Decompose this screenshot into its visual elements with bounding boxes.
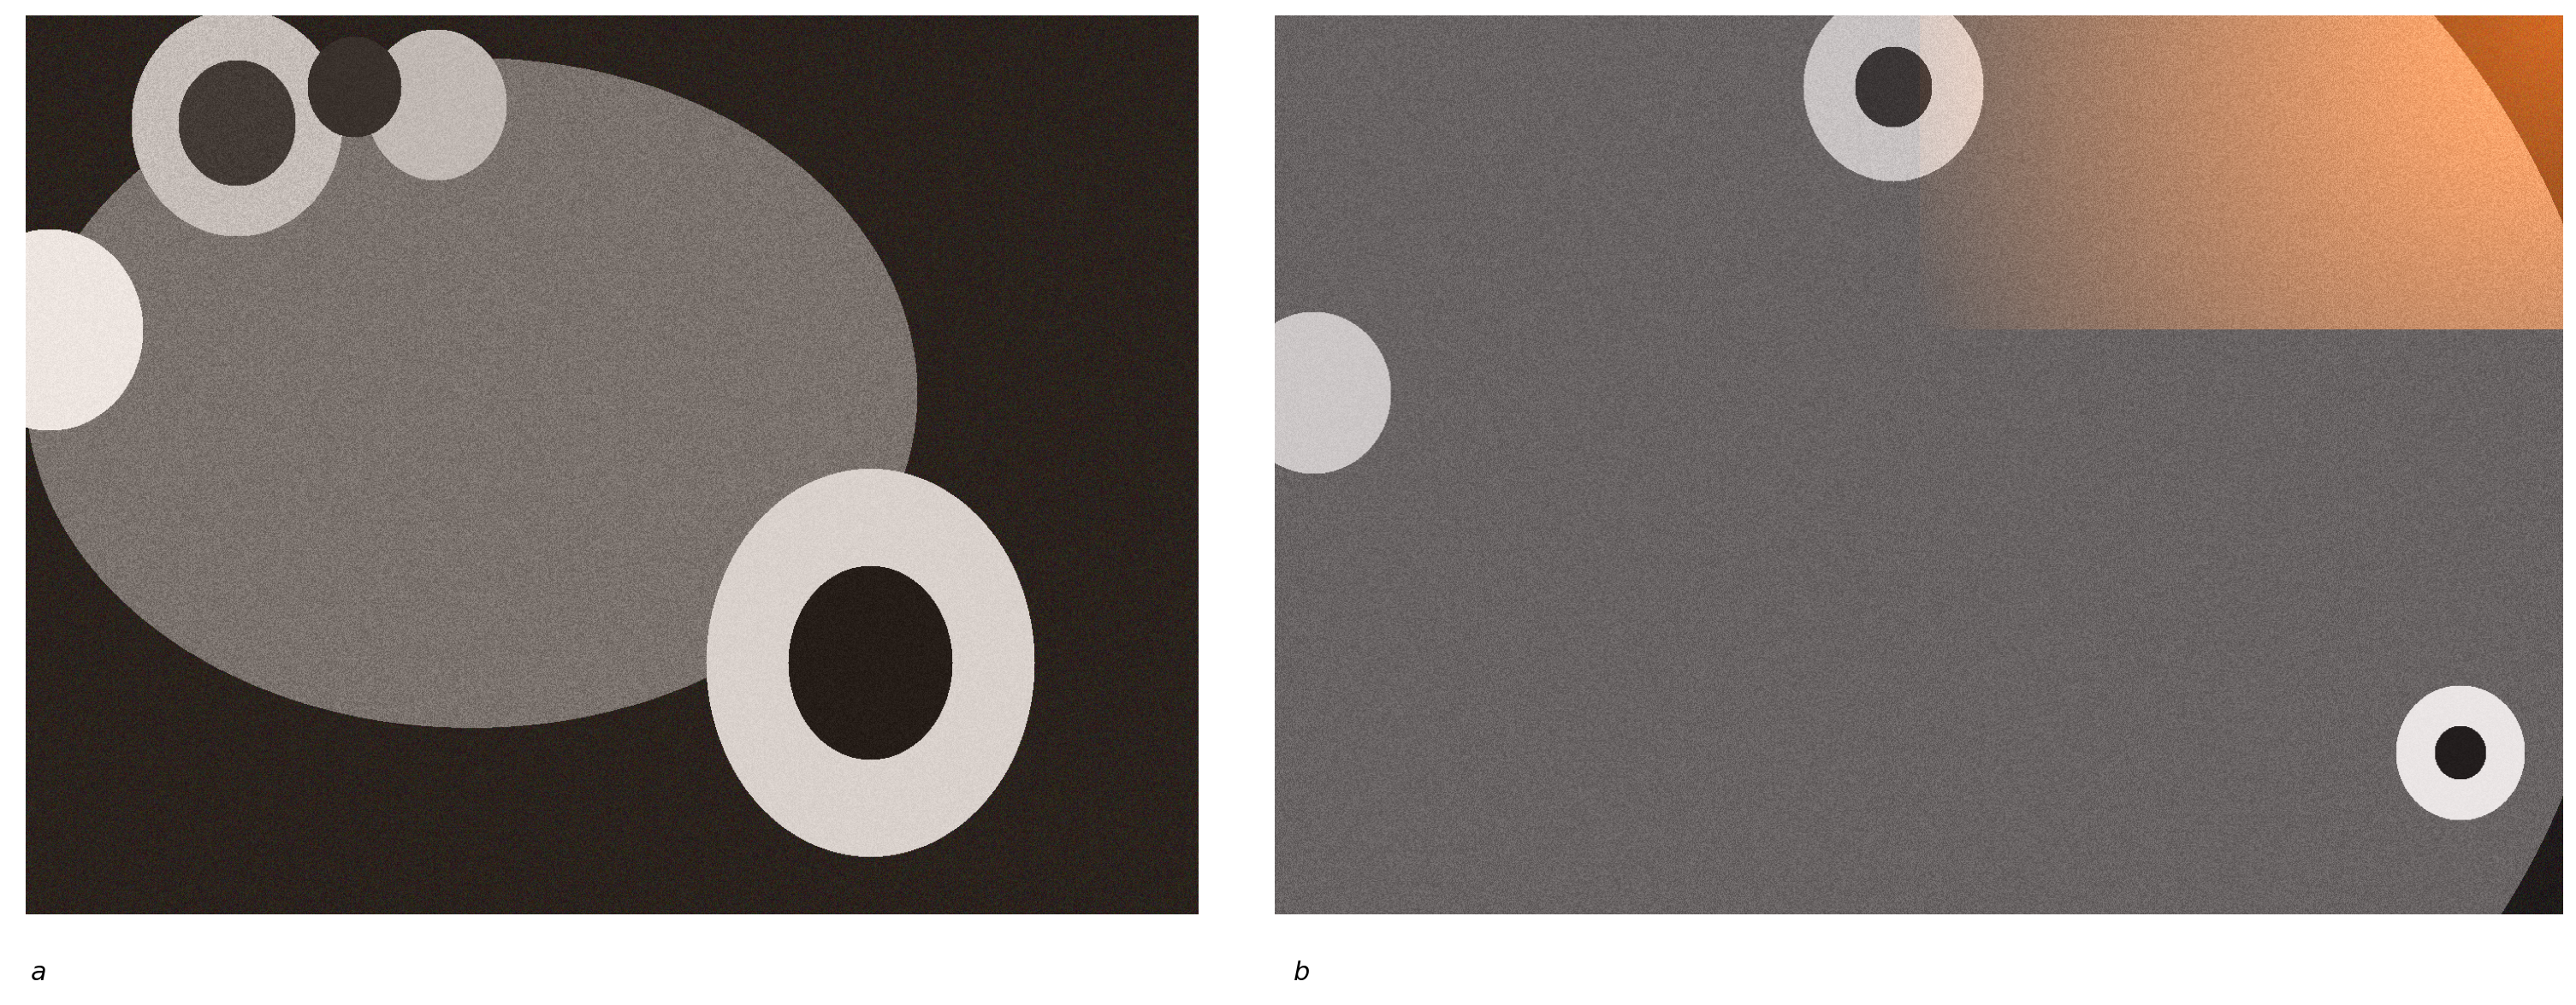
Text: b: b xyxy=(1293,960,1309,985)
Text: a: a xyxy=(31,960,46,985)
